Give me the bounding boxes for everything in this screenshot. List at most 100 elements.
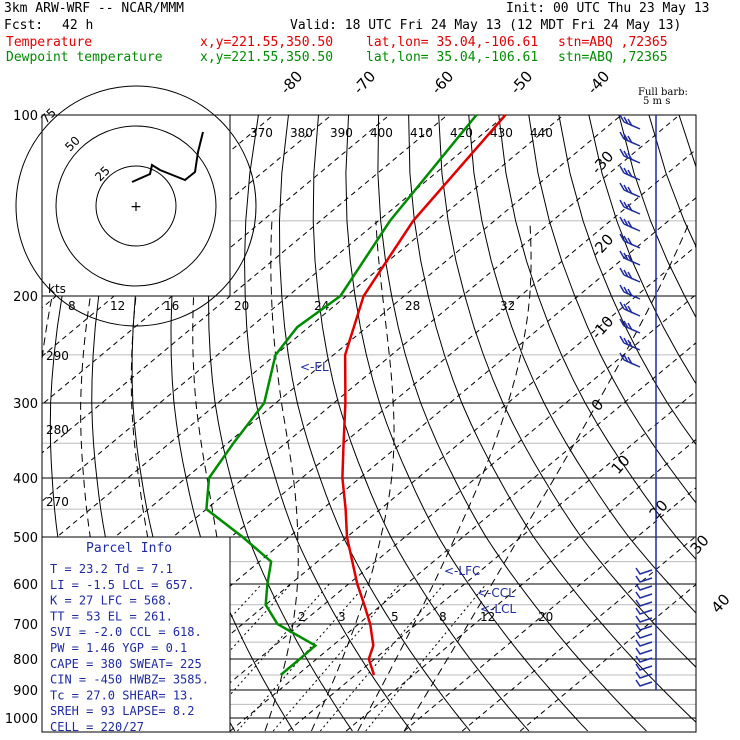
dry-adiabat [208, 115, 353, 732]
barb-flag [619, 165, 625, 174]
moist-adiabat [310, 220, 395, 732]
mixing-ratio-line [319, 583, 445, 732]
barb-flag [627, 169, 633, 178]
isotherm-line [55, 197, 696, 732]
pressure-tick-label: 100 [13, 109, 38, 124]
parcel-info-box: Parcel Info T = 23.2 Td = 7.1 LI = -1.5 LC… [41, 536, 231, 734]
temperature-latlon: lat,lon= 35.04,-106.61 [366, 35, 539, 50]
dewpoint-station: stn=ABQ ,72365 [558, 50, 668, 65]
mixing-ratio-label: 32 [500, 299, 515, 313]
pressure-tick-label: 200 [13, 290, 38, 305]
isotherm-line [42, 115, 622, 599]
barb-flag [619, 250, 625, 259]
barb-flag [619, 148, 625, 157]
isotherm-label: -50 [507, 67, 537, 97]
low-level-barb [635, 583, 653, 591]
theta-left-label: 270 [46, 495, 69, 509]
barb-flag [627, 203, 633, 212]
dry-adiabat [648, 115, 696, 248]
barb-flag [627, 254, 633, 263]
low-level-barb [635, 639, 653, 647]
mixing-ratio-label: 28 [405, 299, 420, 313]
barb-flag [623, 218, 629, 227]
wind-barb [619, 318, 641, 334]
dry-adiabat [408, 115, 696, 723]
dry-adiabat [558, 115, 696, 446]
theta-label: 400 [370, 126, 393, 140]
barb-flag [627, 339, 633, 348]
mixing-ratio-label-lower: 20 [538, 610, 553, 624]
mixing-ratio-label: 24 [314, 299, 329, 313]
barb-flag [627, 220, 633, 229]
theta-left-label: 280 [46, 423, 69, 437]
dry-adiabat [528, 115, 696, 504]
isotherm-label: -60 [428, 67, 458, 97]
low-level-barb [635, 567, 653, 575]
mixing-ratio-label-lower: 5 [391, 610, 399, 624]
low-level-barb [635, 607, 653, 615]
pressure-tick-label: 1000 [5, 712, 38, 727]
isotherm-label: -70 [350, 67, 380, 97]
sounding-traces [205, 114, 507, 676]
wind-barb [619, 216, 641, 232]
barb-flag [623, 116, 629, 125]
dry-adiabat [345, 115, 589, 732]
el-marker: <-EL [300, 360, 329, 374]
barb-flag [623, 354, 629, 363]
parcel-row: TT = 53 EL = 261. [50, 609, 173, 623]
isotherm-line [171, 293, 696, 732]
barb-legend: Full barb: [638, 87, 688, 98]
theta-label: 380 [290, 126, 313, 140]
wind-barbs: Full barb:5 m s [619, 87, 688, 690]
temperature-trace [341, 114, 507, 676]
wind-barb [619, 233, 641, 249]
wind-barb [619, 199, 641, 215]
barb-flag [627, 118, 633, 127]
barb-flag [623, 337, 629, 346]
parcel-row: T = 23.2 Td = 7.1 [50, 562, 173, 576]
wind-barb [619, 250, 641, 266]
barb-flag [619, 335, 625, 344]
isotherm-line [287, 390, 696, 732]
isotherm-line [42, 115, 506, 502]
parcel-box-frame [41, 536, 231, 733]
dry-adiabat [438, 115, 696, 668]
low-level-barb [635, 575, 653, 583]
barb-flag [623, 303, 629, 312]
isotherm-label: -80 [277, 67, 307, 97]
low-level-barb [635, 631, 653, 639]
barb-flag [623, 167, 629, 176]
parcel-row: SREH = 93 LAPSE= 8.2 [50, 704, 195, 718]
hodograph-center: + [130, 199, 142, 215]
low-level-barb [635, 663, 653, 671]
isotherm-label: 40 [708, 590, 734, 616]
theta-left-label: 290 [46, 349, 69, 363]
low-level-barb [635, 591, 653, 599]
pressure-tick-label: 400 [13, 472, 38, 487]
pressure-tick-label: 700 [13, 618, 38, 633]
dry-adiabat [498, 115, 696, 560]
barb-flag [627, 135, 633, 144]
init-time: Init: 00 UTC Thu 23 May 13 [506, 1, 710, 16]
barb-flag [619, 131, 625, 140]
barb-flag [619, 114, 625, 123]
hodograph-ring [95, 165, 177, 247]
barb-flag [627, 152, 633, 161]
low-level-barb [635, 615, 653, 623]
model-title: 3km ARW-WRF -- NCAR/MMM [4, 1, 185, 16]
barb-flag [627, 237, 633, 246]
low-level-barb [635, 655, 653, 663]
plot-frame [41, 114, 697, 733]
barb-flag [623, 269, 629, 278]
dewpoint-trace [205, 114, 478, 676]
isotherm-line [42, 115, 680, 647]
low-level-barb [635, 647, 653, 655]
temperature-station: stn=ABQ ,72365 [558, 35, 668, 50]
theta-label: 430 [490, 126, 513, 140]
theta-label: 410 [410, 126, 433, 140]
mixing-ratio-label: 8 [68, 299, 76, 313]
wind-barb [619, 114, 641, 130]
pressure-tick-label: 800 [13, 653, 38, 668]
barb-flag [623, 184, 629, 193]
